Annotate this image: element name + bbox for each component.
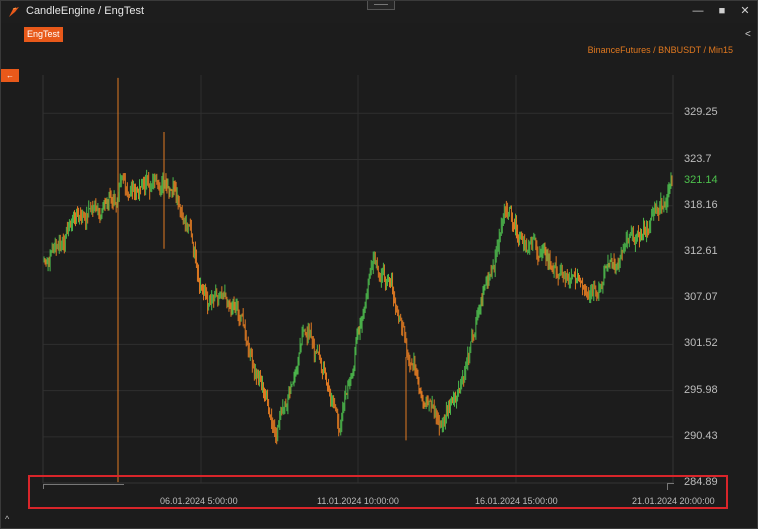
highlight-annotation-box <box>28 475 728 509</box>
price-tick-label: 312.61 <box>684 244 718 257</box>
drag-grip-handle[interactable] <box>367 1 395 10</box>
price-tick-label: 290.43 <box>684 429 718 442</box>
chart-scrollbar[interactable] <box>43 483 674 490</box>
side-panel-toggle-button[interactable]: ← <box>1 69 19 82</box>
time-tick-label: 16.01.2024 15:00:00 <box>475 496 558 506</box>
collapse-panel-button[interactable]: < <box>745 29 751 40</box>
minimize-button[interactable]: — <box>692 5 704 17</box>
chart-grid <box>42 75 674 484</box>
price-tick-label: 301.52 <box>684 337 718 350</box>
time-tick-label: 06.01.2024 5:00:00 <box>160 496 238 506</box>
title-bar[interactable]: CandleEngine / EngTest — ■ ✕ <box>1 1 757 23</box>
window-title: CandleEngine / EngTest <box>26 5 145 17</box>
price-tick-label: 295.98 <box>684 383 718 396</box>
candles <box>43 77 673 483</box>
scrollbar-thumb[interactable] <box>43 484 124 489</box>
price-tick-label: 318.16 <box>684 198 718 211</box>
price-tick-label: 284.89 <box>684 476 718 488</box>
close-button[interactable]: ✕ <box>740 5 750 17</box>
price-tick-label: 323.7 <box>684 152 712 165</box>
candle-engine-logo-icon <box>9 7 19 17</box>
expand-caret-icon[interactable]: ^ <box>5 514 10 524</box>
price-tick-label: 307.07 <box>684 291 718 304</box>
scrollbar-end-handle[interactable] <box>667 483 674 490</box>
instrument-label: BinanceFutures / BNBUSDT / Min15 <box>587 45 733 55</box>
time-tick-label: 21.01.2024 20:00:00 <box>632 496 715 506</box>
last-price-label: 321.14 <box>684 173 718 186</box>
time-tick-label: 11.01.2024 10:00:00 <box>317 496 399 506</box>
tab-engtest[interactable]: EngTest <box>24 27 63 42</box>
maximize-button[interactable]: ■ <box>718 5 726 17</box>
price-tick-label: 329.25 <box>684 106 718 119</box>
